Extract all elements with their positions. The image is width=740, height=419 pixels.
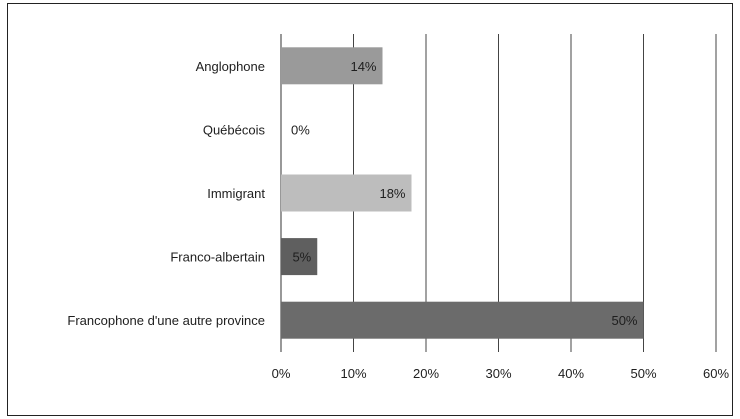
bars [281, 47, 644, 339]
x-tick-label: 40% [558, 366, 584, 381]
data-label: 50% [611, 313, 637, 328]
labels: 0% 10% 20% 30% 40% 50% 60% Anglophone 14% Québéco… [67, 59, 729, 381]
data-label: 0% [291, 122, 310, 137]
bar [281, 47, 383, 85]
category-label: Francophone d'une autre province [67, 313, 265, 328]
x-tick-label: 60% [703, 366, 729, 381]
category-label: Anglophone [196, 59, 265, 74]
bar [281, 238, 318, 276]
bar [281, 301, 644, 339]
x-tick-label: 50% [630, 366, 656, 381]
data-label: 14% [350, 59, 376, 74]
category-label: Immigrant [207, 186, 265, 201]
data-label: 5% [292, 250, 311, 265]
bar [281, 174, 412, 212]
category-label: Québécois [203, 122, 266, 137]
x-tick-label: 10% [340, 366, 366, 381]
category-label: Franco-albertain [170, 250, 265, 265]
gridlines [280, 34, 717, 352]
x-tick-label: 0% [272, 366, 291, 381]
x-tick-label: 30% [485, 366, 511, 381]
data-label: 18% [379, 186, 405, 201]
x-tick-label: 20% [413, 366, 439, 381]
